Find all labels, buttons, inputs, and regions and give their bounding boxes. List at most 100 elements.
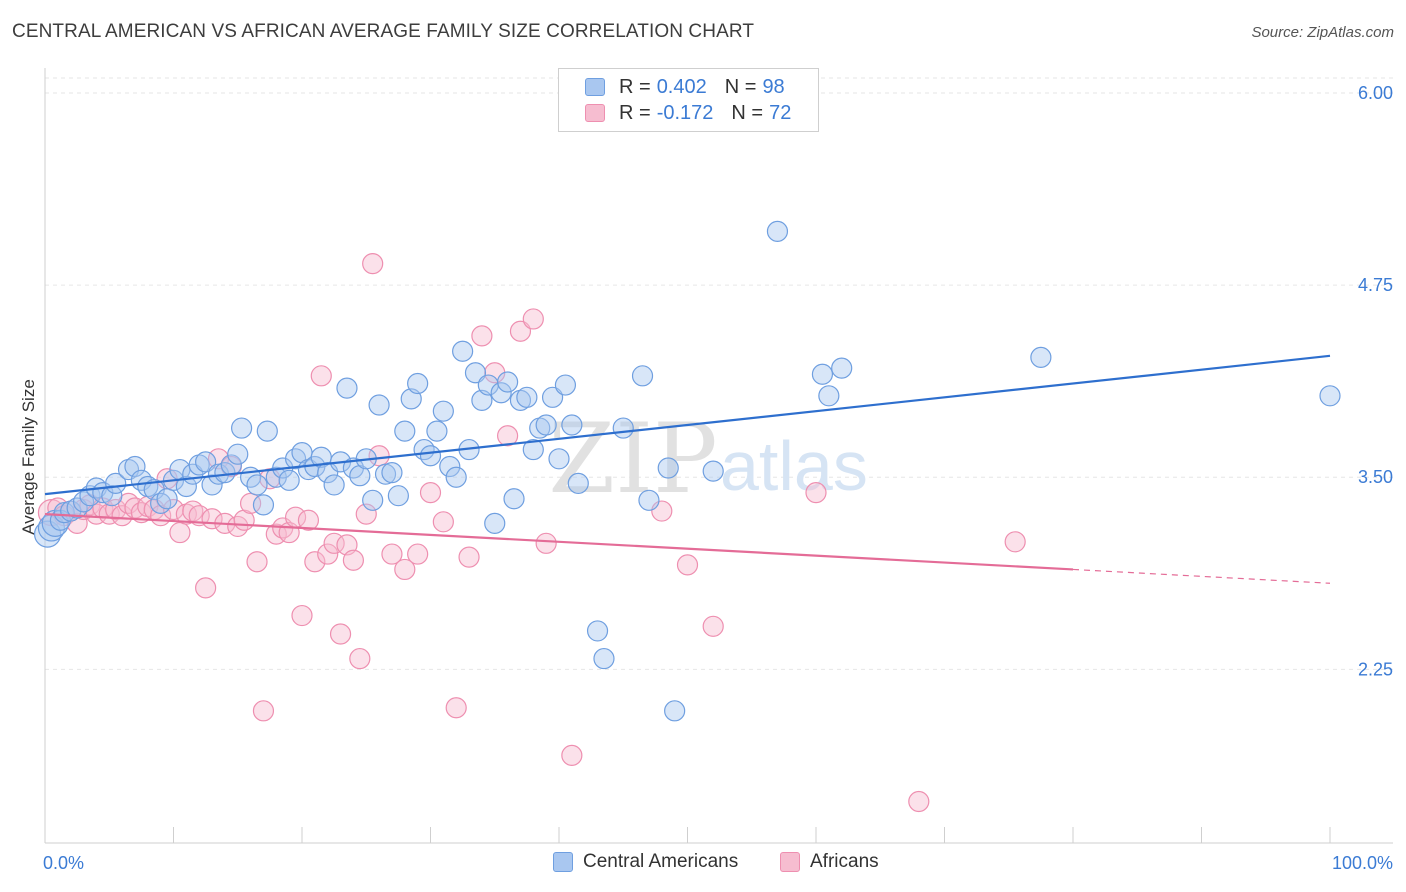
- y-tick-label-1: 4.75: [1358, 275, 1393, 295]
- central-trend-line: [44, 354, 1331, 496]
- central-point-33: [246, 474, 268, 496]
- legend-r-label: R =: [619, 101, 651, 124]
- african-point-62: [509, 320, 532, 342]
- central-point-92: [766, 220, 789, 242]
- central-point-63: [439, 455, 461, 478]
- source-label: Source: ZipAtlas.com: [1251, 24, 1394, 41]
- y-axis-label: Average Family Size: [19, 379, 38, 535]
- central-point-72: [497, 371, 519, 393]
- central-point-60: [419, 445, 442, 467]
- central-point-56: [394, 420, 416, 442]
- central-point-90: [664, 700, 686, 722]
- legend-r-label: R =: [619, 75, 651, 98]
- african-point-50: [362, 253, 384, 275]
- african-point-70: [908, 790, 930, 813]
- african-point-65: [561, 744, 583, 767]
- african-point-69: [805, 482, 827, 504]
- african-point-43: [317, 543, 339, 565]
- central-point-65: [452, 340, 474, 362]
- african-point-40: [297, 509, 320, 531]
- african-trend-extension: [1072, 568, 1331, 584]
- african-point-32: [246, 551, 268, 573]
- central-point-51: [362, 489, 384, 511]
- african-point-59: [471, 325, 493, 347]
- central-point-75: [516, 386, 538, 408]
- central-point-76: [522, 438, 544, 461]
- african-point-45: [329, 623, 352, 645]
- african-point-19: [162, 498, 185, 521]
- african-point-29: [227, 515, 249, 538]
- central-point-6: [66, 497, 88, 519]
- african-point-20: [169, 521, 191, 544]
- african-point-10: [105, 498, 127, 521]
- central-point-87: [631, 365, 654, 387]
- x-tick-labels: 0.0% 100.0%: [43, 853, 1393, 873]
- central-point-25: [195, 451, 217, 473]
- watermark: ZIP atlas: [548, 403, 867, 515]
- african-point-47: [342, 549, 364, 571]
- african-trend-line: [44, 513, 1074, 571]
- legend-row-central: R = 0.402 N = 98: [585, 75, 785, 99]
- african-point-42: [310, 365, 332, 387]
- african-point-48: [349, 647, 371, 670]
- central-point-79: [541, 386, 564, 408]
- central-point-89: [657, 457, 679, 479]
- central-point-94: [818, 385, 840, 407]
- african-point-54: [407, 543, 429, 565]
- y-tick-labels: 6.00 4.75 3.50 2.25: [1358, 83, 1393, 679]
- central-point-11: [101, 485, 123, 507]
- central-point-53: [374, 463, 397, 485]
- central-point-47: [336, 377, 358, 399]
- african-point-68: [702, 615, 724, 637]
- legend: R = 0.402 N = 98 R = -0.172 N = 72: [558, 68, 819, 132]
- central-point-19: [156, 488, 178, 510]
- central-point-95: [831, 357, 853, 379]
- bottom-legend-swatch-african: [780, 852, 800, 872]
- central-point-35: [256, 420, 278, 442]
- african-points: [37, 253, 1026, 813]
- central-point-31: [231, 417, 253, 439]
- central-american-points: [33, 220, 1341, 722]
- central-point-80: [548, 448, 570, 470]
- african-point-53: [394, 558, 416, 581]
- african-point-51: [368, 445, 390, 467]
- central-point-12: [105, 472, 127, 494]
- y-tick-label-0: 6.00: [1358, 83, 1393, 103]
- central-point-55: [387, 485, 409, 507]
- african-point-71: [1004, 531, 1026, 553]
- central-point-81: [554, 374, 577, 396]
- central-point-26: [201, 474, 223, 496]
- bottom-legend-swatch-central: [553, 852, 573, 872]
- central-point-88: [638, 489, 660, 511]
- bottom-legend-label-african: Africans: [810, 851, 879, 872]
- central-point-62: [432, 400, 454, 422]
- central-point-83: [567, 472, 589, 494]
- central-point-71: [490, 382, 512, 404]
- bottom-legend-central: Central Americans: [553, 851, 738, 873]
- african-point-49: [355, 503, 377, 525]
- african-point-41: [304, 551, 326, 573]
- central-point-14: [124, 455, 146, 478]
- watermark-zip: ZIP: [548, 403, 717, 515]
- y-tick-label-2: 3.50: [1358, 467, 1393, 487]
- watermark-atlas: atlas: [720, 427, 868, 505]
- african-point-63: [522, 308, 544, 330]
- axes: [44, 68, 1393, 844]
- legend-n-label: N =: [724, 75, 757, 98]
- central-point-34: [252, 494, 275, 516]
- central-point-73: [503, 488, 525, 510]
- y-tick-label-3: 2.25: [1358, 659, 1393, 679]
- central-point-67: [464, 362, 487, 384]
- legend-n-value: 98: [762, 75, 785, 98]
- central-point-93: [811, 363, 834, 385]
- legend-swatch-central: [585, 78, 605, 96]
- central-point-58: [407, 372, 429, 395]
- central-point-96: [1030, 346, 1052, 368]
- central-point-64: [445, 466, 467, 488]
- central-point-30: [227, 443, 249, 465]
- central-point-82: [561, 414, 583, 436]
- african-point-58: [458, 546, 480, 568]
- african-point-64: [535, 532, 557, 554]
- grid-lines: [45, 77, 1393, 670]
